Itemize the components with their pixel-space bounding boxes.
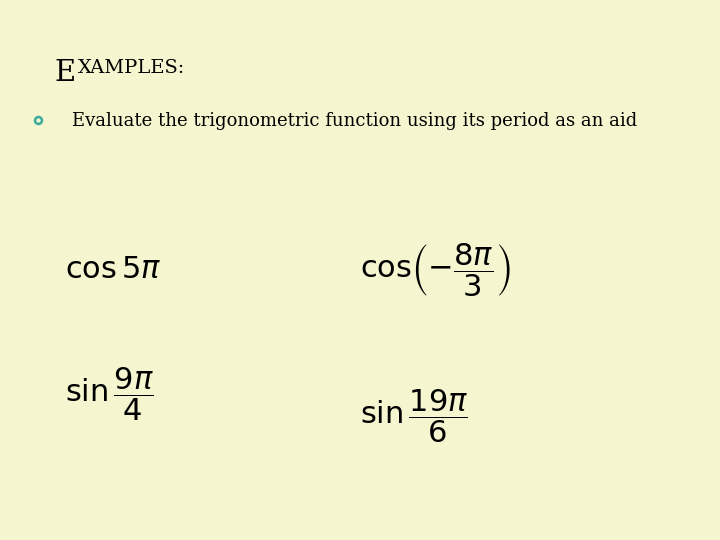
Text: $\cos\!\left(-\dfrac{8\pi}{3}\right)$: $\cos\!\left(-\dfrac{8\pi}{3}\right)$	[360, 241, 510, 299]
Text: $\cos 5\pi$: $\cos 5\pi$	[65, 255, 161, 285]
Text: E: E	[54, 59, 76, 87]
Text: $\sin\dfrac{19\pi}{6}$: $\sin\dfrac{19\pi}{6}$	[360, 387, 468, 444]
Text: XAMPLES:: XAMPLES:	[78, 59, 185, 77]
Text: $\sin\dfrac{9\pi}{4}$: $\sin\dfrac{9\pi}{4}$	[65, 366, 153, 423]
Text: Evaluate the trigonometric function using its period as an aid: Evaluate the trigonometric function usin…	[72, 112, 637, 131]
